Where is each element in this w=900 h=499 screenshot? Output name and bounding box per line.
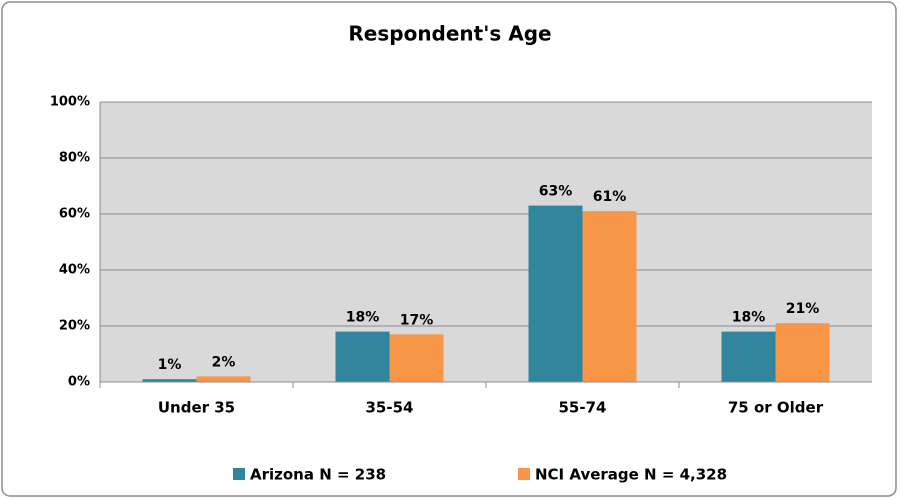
value-label: 1% <box>158 357 182 373</box>
chart-title: Respondent's Age <box>348 22 551 46</box>
x-tick-label: 75 or Older <box>728 399 824 417</box>
bar <box>389 334 444 382</box>
value-label: 18% <box>346 310 380 326</box>
value-label: 21% <box>786 301 820 317</box>
x-tick-label: 55-74 <box>559 399 607 417</box>
bar <box>142 379 197 382</box>
x-tick-label: 35-54 <box>366 399 414 417</box>
bar <box>335 331 390 382</box>
bar <box>528 205 583 382</box>
bar <box>582 211 637 382</box>
y-tick-label: 20% <box>59 319 90 334</box>
value-label: 17% <box>400 312 434 328</box>
value-label: 18% <box>732 310 766 326</box>
bar <box>196 376 251 382</box>
y-tick-label: 60% <box>59 207 90 222</box>
x-tick-label: Under 35 <box>158 399 235 417</box>
y-tick-label: 80% <box>59 151 90 166</box>
legend-label: NCI Average N = 4,328 <box>535 466 727 484</box>
y-tick-label: 100% <box>50 95 90 110</box>
legend-swatch <box>518 468 530 480</box>
bar <box>721 331 776 382</box>
legend-label: Arizona N = 238 <box>250 466 386 484</box>
value-label: 61% <box>593 189 627 205</box>
value-label: 2% <box>212 354 236 370</box>
legend-swatch <box>233 468 245 480</box>
bar <box>775 323 830 382</box>
y-tick-label: 40% <box>59 263 90 278</box>
y-tick-label: 0% <box>68 375 90 390</box>
value-label: 63% <box>539 184 573 200</box>
